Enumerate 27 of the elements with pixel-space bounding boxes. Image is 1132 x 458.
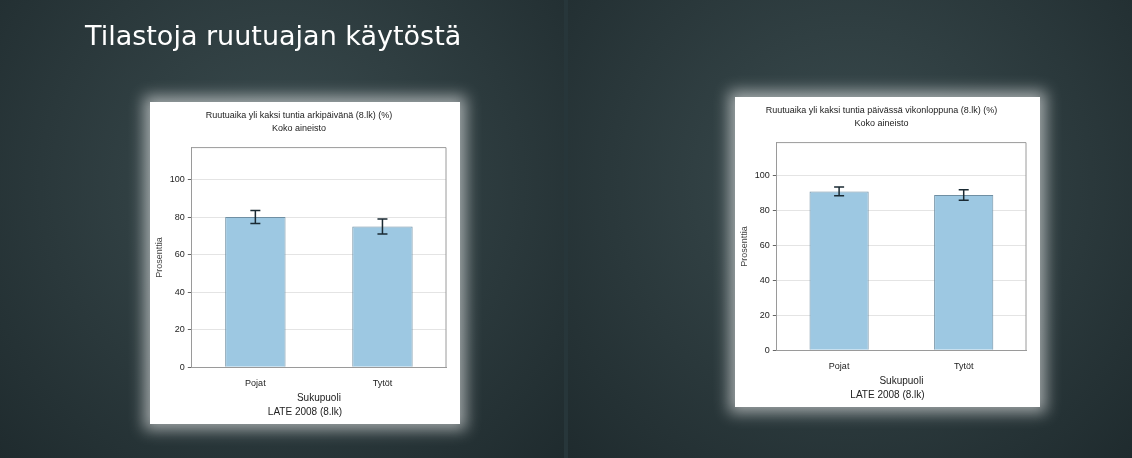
x-tick-label: Tytöt — [372, 378, 393, 389]
y-axis-title: Prosenttia — [153, 237, 164, 278]
x-tick-label: Pojat — [828, 361, 850, 372]
y-tick-label: 0 — [764, 344, 770, 355]
y-tick-label: 100 — [754, 170, 770, 181]
chart-subtitle: Koko aineisto — [854, 117, 909, 128]
chart-title: Ruutuaika yli kaksi tuntia arkipäivänä (8.lk) (%) — [205, 109, 393, 120]
y-tick-label: 60 — [174, 249, 185, 260]
y-tick-label: 80 — [174, 211, 185, 222]
y-tick-label: 80 — [759, 205, 770, 216]
chart-subtitle: Koko aineisto — [271, 122, 327, 133]
y-tick-label: 40 — [174, 286, 185, 297]
chart-title: Ruutuaika yli kaksi tuntia päivässä vikonloppuna (8.lk) (%) — [765, 104, 998, 115]
y-tick-label: 60 — [759, 240, 770, 251]
text: LATE 2008 (8.lk) — [849, 389, 926, 400]
y-axis-title: Prosenttia — [738, 226, 749, 267]
text: LATE 2008 (8.lk) — [266, 406, 344, 417]
y-tick-label: 40 — [759, 274, 770, 285]
text: Tilastoja ruutuajan käytöstä — [85, 20, 462, 51]
x-axis-title: Sukupuoli — [296, 391, 341, 403]
x-tick-label: Tytöt — [953, 361, 974, 372]
y-tick-label: 20 — [174, 324, 185, 335]
y-tick-label: 100 — [169, 173, 185, 184]
x-tick-label: Pojat — [245, 378, 267, 389]
y-tick-label: 20 — [759, 309, 770, 320]
x-axis-title: Sukupuoli — [879, 374, 924, 386]
y-tick-label: 0 — [179, 361, 185, 372]
